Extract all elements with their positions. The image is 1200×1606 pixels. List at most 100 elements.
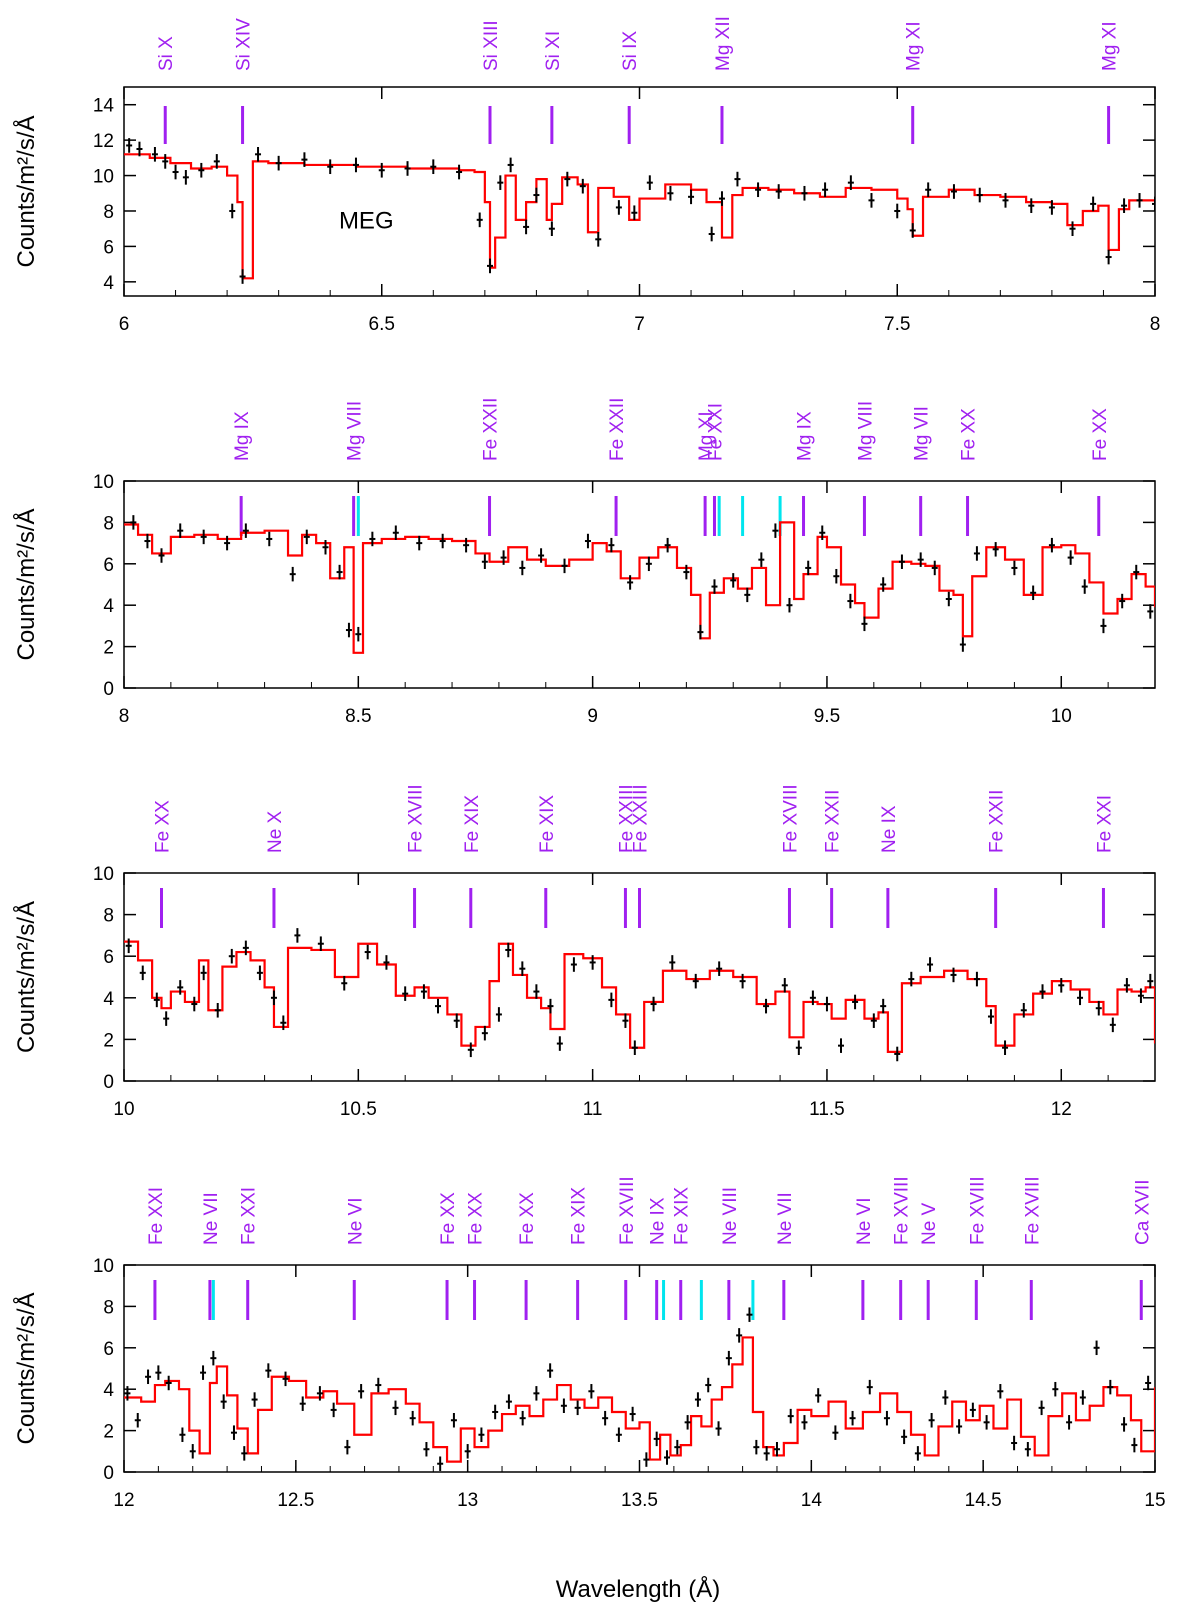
data-point (973, 971, 980, 987)
data-point (1090, 196, 1097, 212)
data-point (242, 523, 249, 538)
y-tick-label: 6 (103, 237, 114, 258)
data-point (775, 184, 782, 199)
x-tick-label: 12.5 (277, 1490, 314, 1511)
data-point (1093, 1340, 1100, 1356)
x-tick-label: 7 (634, 314, 645, 335)
data-point (819, 525, 826, 540)
data-point (241, 1446, 248, 1461)
data-point (1107, 1379, 1114, 1395)
data-point (880, 577, 887, 592)
data-point (299, 1396, 306, 1411)
data-point (608, 537, 615, 553)
ion-line-label: Ne VI (345, 1197, 366, 1245)
y-tick-label: 6 (103, 1339, 114, 1360)
data-point (134, 1413, 141, 1428)
data-point (1039, 984, 1046, 999)
data-point (684, 1415, 691, 1430)
x-tick-label: 8 (1150, 314, 1161, 335)
x-tick-label: 13.5 (621, 1490, 658, 1511)
data-point (191, 996, 198, 1012)
ion-line-label: Fe XIX (569, 1187, 590, 1245)
data-point (868, 193, 875, 208)
data-point (1067, 550, 1074, 565)
ion-line-label: Ne IX (879, 805, 900, 853)
ion-line-label: Fe XX (1090, 408, 1111, 461)
ion-line-label: Fe XX (466, 1192, 487, 1245)
data-point (570, 957, 577, 972)
ion-line-label: Fe XXIII (631, 784, 652, 853)
ion-line-label: Fe XXII (607, 398, 628, 461)
data-point (1030, 585, 1037, 601)
x-tick-label: 9 (587, 706, 598, 727)
ion-line-label: Si XIII (481, 20, 502, 71)
ion-line-label: Mg VIII (855, 401, 876, 461)
data-point (481, 554, 488, 569)
x-tick-label: 9.5 (814, 706, 840, 727)
data-point (330, 1402, 337, 1418)
data-point (870, 1013, 877, 1028)
data-point (631, 205, 638, 221)
data-point (228, 948, 235, 964)
data-point (1038, 1400, 1045, 1416)
ion-line-label: Si X (156, 36, 177, 71)
data-point (1069, 221, 1076, 237)
data-point (901, 1429, 908, 1445)
data-point (615, 200, 622, 215)
data-point (500, 550, 507, 565)
data-point (270, 990, 277, 1006)
data-point (1011, 1435, 1018, 1451)
data-point (909, 223, 916, 238)
y-axis-title: Counts/m²/s/Å (12, 115, 40, 267)
data-point (561, 558, 568, 574)
data-point (894, 203, 901, 219)
data-point (358, 1384, 365, 1399)
plot-frame (123, 1264, 1156, 1473)
data-point (392, 1400, 399, 1416)
data-point (344, 1439, 351, 1455)
data-point (645, 556, 652, 572)
data-point (773, 1441, 780, 1457)
data-point (145, 1369, 152, 1385)
ion-line-label: Ne VII (775, 1192, 796, 1245)
plot-frame (123, 86, 1156, 297)
data-point (224, 535, 231, 551)
data-point (959, 637, 966, 652)
model-step-line (124, 940, 1155, 1053)
data-point (914, 1446, 921, 1461)
data-point (1123, 978, 1130, 993)
data-point (584, 533, 591, 549)
data-point (917, 552, 924, 567)
data-point (463, 537, 470, 553)
y-tick-label: 0 (103, 679, 114, 700)
data-point (505, 942, 512, 958)
y-tick-label: 8 (103, 1297, 114, 1318)
data-point (420, 984, 427, 999)
data-point (519, 961, 526, 976)
y-tick-label: 6 (103, 555, 114, 576)
data-point (229, 203, 236, 219)
data-point (725, 1350, 732, 1366)
data-point (674, 1439, 681, 1455)
data-point (1048, 200, 1055, 215)
data-point (282, 1371, 289, 1387)
data-point (155, 1365, 162, 1380)
data-point (942, 1390, 949, 1405)
ion-line-label: Fe XVIII (967, 1176, 988, 1245)
data-point (643, 1452, 650, 1467)
data-point (497, 175, 504, 190)
data-point (1081, 579, 1088, 594)
y-tick-label: 12 (93, 131, 114, 152)
data-point (275, 155, 282, 171)
data-point (214, 1003, 221, 1018)
data-point (730, 573, 737, 588)
ion-line-label: Fe XXIII (616, 784, 637, 853)
ion-line-label: Ca XVII (1132, 1180, 1153, 1245)
x-tick-label: 6.5 (369, 314, 395, 335)
data-point (317, 936, 324, 951)
ion-line-label: Fe XVIII (406, 784, 427, 853)
data-point (801, 185, 808, 201)
data-point (560, 1398, 567, 1414)
data-point (341, 975, 348, 991)
